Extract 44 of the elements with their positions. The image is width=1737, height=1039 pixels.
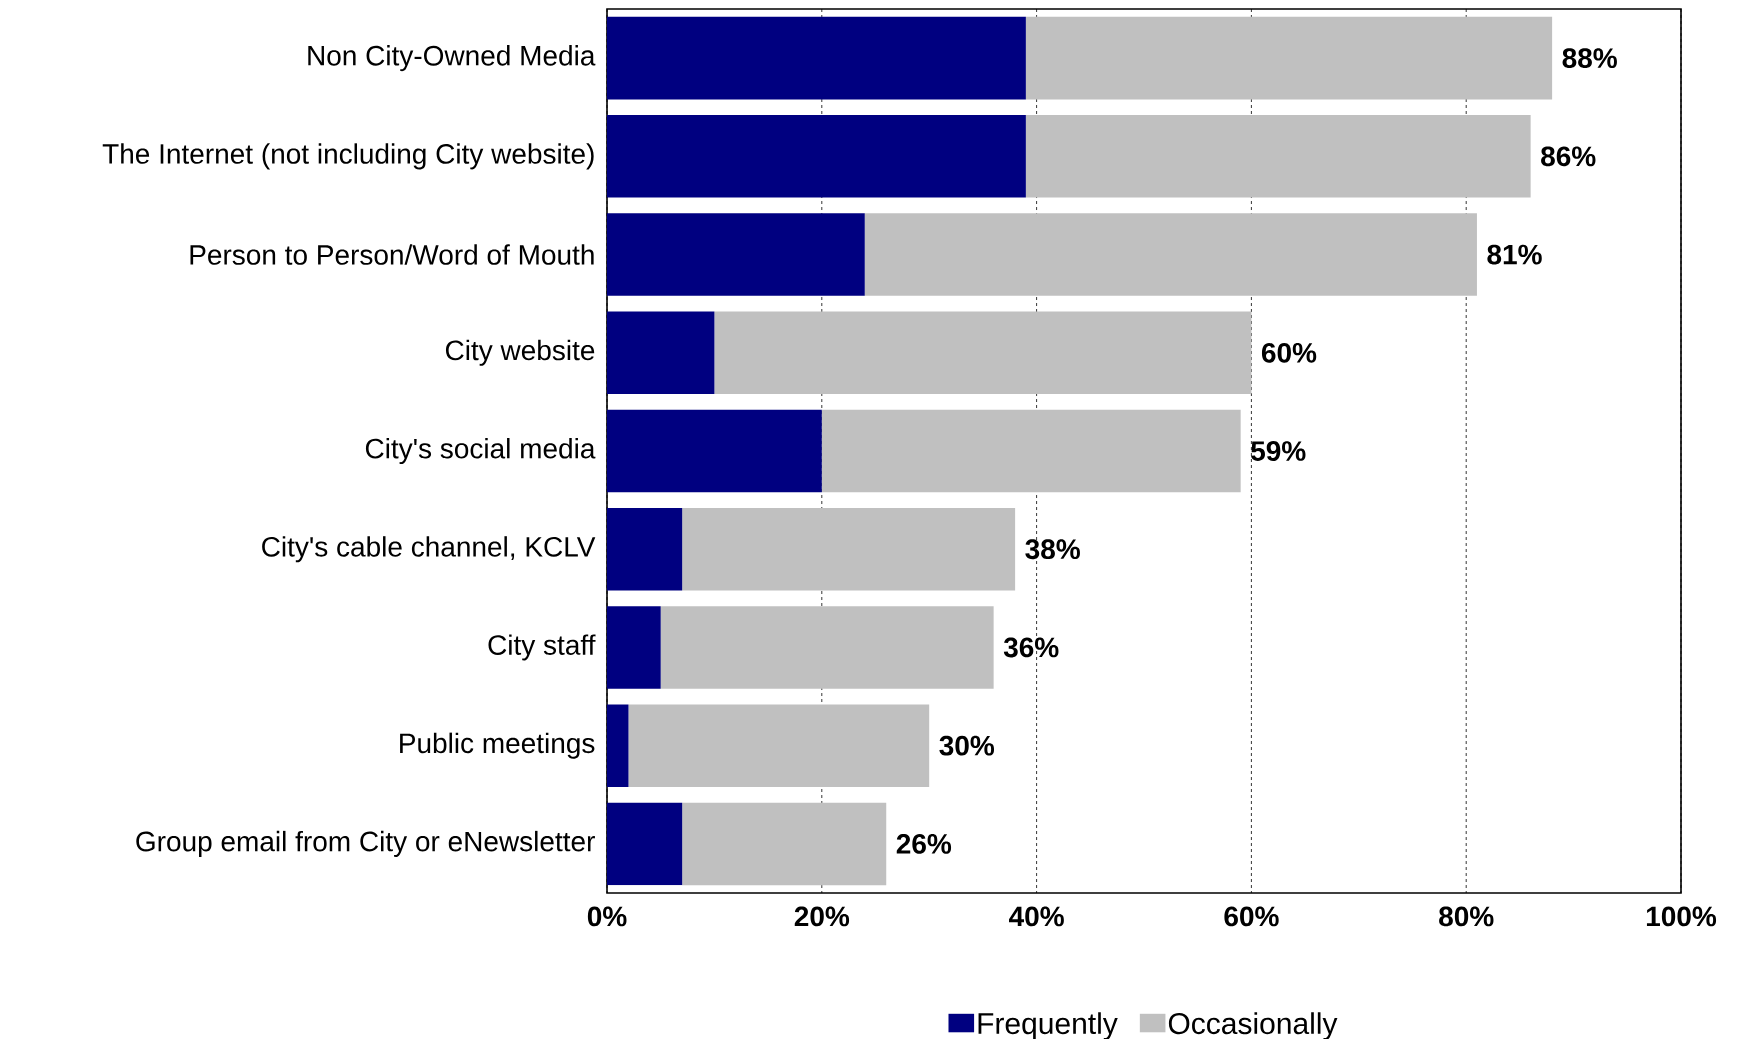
bar [1025, 16, 1553, 100]
y-tick-label: Person to Person/Word of Mouth [190, 244, 594, 265]
bar [607, 311, 715, 394]
y-tick-label: City staff [488, 634, 596, 661]
total-label: 81% [1487, 244, 1542, 265]
bar [864, 213, 1477, 296]
bar [660, 606, 994, 689]
x-tick-label: 60% [1224, 906, 1279, 927]
total-label: 60% [1261, 342, 1317, 363]
bar [607, 507, 683, 591]
y-tick-label: Group email from City or eNewsletter [136, 830, 595, 857]
y-tick-label: The Internet (not including City website) [102, 143, 594, 170]
total-label: 36% [1003, 637, 1059, 658]
y-tick-label: City website [445, 339, 595, 366]
bar [607, 606, 661, 689]
bar [628, 704, 930, 787]
x-tick-label: 100% [1646, 906, 1717, 927]
bar [607, 213, 865, 296]
bar [821, 409, 1241, 493]
y-tick-label: City's social media [365, 437, 596, 464]
x-tick-label: 0% [587, 906, 627, 927]
x-tick-label: 20% [794, 906, 850, 927]
bar [607, 114, 1026, 198]
total-label: 26% [896, 833, 952, 854]
total-label: 88% [1562, 48, 1617, 68]
bar [607, 802, 683, 885]
bar [607, 704, 629, 787]
bar [682, 802, 887, 885]
total-label: 38% [1025, 539, 1080, 559]
bar [1025, 114, 1531, 198]
x-tick-label: 40% [1009, 906, 1064, 927]
bar [682, 507, 1016, 591]
y-tick-label: City's cable channel, KCLV [262, 536, 596, 563]
y-tick-label: Non City-Owned Media [308, 44, 596, 71]
legend-label: Occasionally [1168, 1011, 1338, 1039]
bar [607, 409, 822, 493]
x-tick-label: 80% [1439, 906, 1494, 927]
bar [607, 16, 1026, 100]
total-label: 30% [939, 735, 995, 756]
bar [714, 311, 1252, 394]
legend-label: Frequently [978, 1011, 1118, 1039]
total-label: 59% [1251, 440, 1306, 461]
total-label: 86% [1541, 146, 1596, 167]
y-tick-label: Public meetings [400, 732, 595, 759]
